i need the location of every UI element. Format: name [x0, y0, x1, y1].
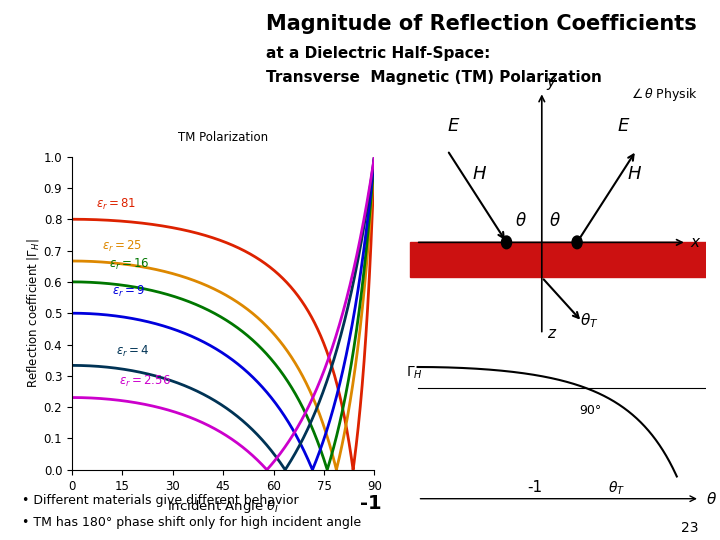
Text: x: x — [690, 235, 700, 250]
Text: -1: -1 — [527, 481, 542, 496]
X-axis label: Incident Angle $\theta_I$: Incident Angle $\theta_I$ — [167, 498, 279, 515]
Circle shape — [501, 236, 512, 249]
Text: $\angle\,\theta$ Physik: $\angle\,\theta$ Physik — [631, 86, 698, 103]
Text: TM Polarization: TM Polarization — [178, 131, 269, 144]
Text: $\theta_T$: $\theta_T$ — [608, 480, 625, 497]
Text: H: H — [628, 165, 641, 183]
Text: Transverse  Magnetic (TM) Polarization: Transverse Magnetic (TM) Polarization — [266, 70, 602, 85]
Text: H: H — [472, 165, 486, 183]
Text: E: E — [618, 117, 629, 135]
Bar — [410, 242, 706, 278]
Text: Magnitude of Reflection Coefficients: Magnitude of Reflection Coefficients — [266, 14, 697, 33]
Text: $\Gamma_H$: $\Gamma_H$ — [406, 365, 423, 381]
Text: $\varepsilon_r=81$: $\varepsilon_r=81$ — [96, 197, 136, 212]
Text: $\theta$: $\theta$ — [706, 491, 716, 507]
Text: E: E — [447, 117, 459, 135]
Text: • Different materials give different behavior: • Different materials give different beh… — [22, 494, 298, 507]
Text: $\varepsilon_r=25$: $\varepsilon_r=25$ — [102, 239, 143, 254]
Text: $\varepsilon_r=16$: $\varepsilon_r=16$ — [109, 257, 150, 272]
Text: z: z — [547, 326, 555, 341]
Y-axis label: Reflection coefficient $|\Gamma_H|$: Reflection coefficient $|\Gamma_H|$ — [25, 239, 41, 388]
Text: $\varepsilon_r=9$: $\varepsilon_r=9$ — [112, 284, 145, 299]
Text: at a Dielectric Half-Space:: at a Dielectric Half-Space: — [266, 46, 491, 61]
Text: y: y — [547, 75, 556, 90]
Text: 90°: 90° — [579, 404, 601, 417]
Text: 23: 23 — [681, 521, 698, 535]
Text: $\varepsilon_r=2.56$: $\varepsilon_r=2.56$ — [119, 374, 171, 389]
Circle shape — [572, 236, 582, 249]
Text: -1: -1 — [360, 494, 382, 513]
Text: $\theta$: $\theta$ — [549, 212, 561, 231]
Text: $\theta_T$: $\theta_T$ — [580, 311, 598, 329]
Text: • TM has 180° phase shift only for high incident angle: • TM has 180° phase shift only for high … — [22, 516, 361, 529]
Text: $\theta$: $\theta$ — [516, 212, 527, 231]
Text: $\varepsilon_r=4$: $\varepsilon_r=4$ — [116, 343, 149, 359]
